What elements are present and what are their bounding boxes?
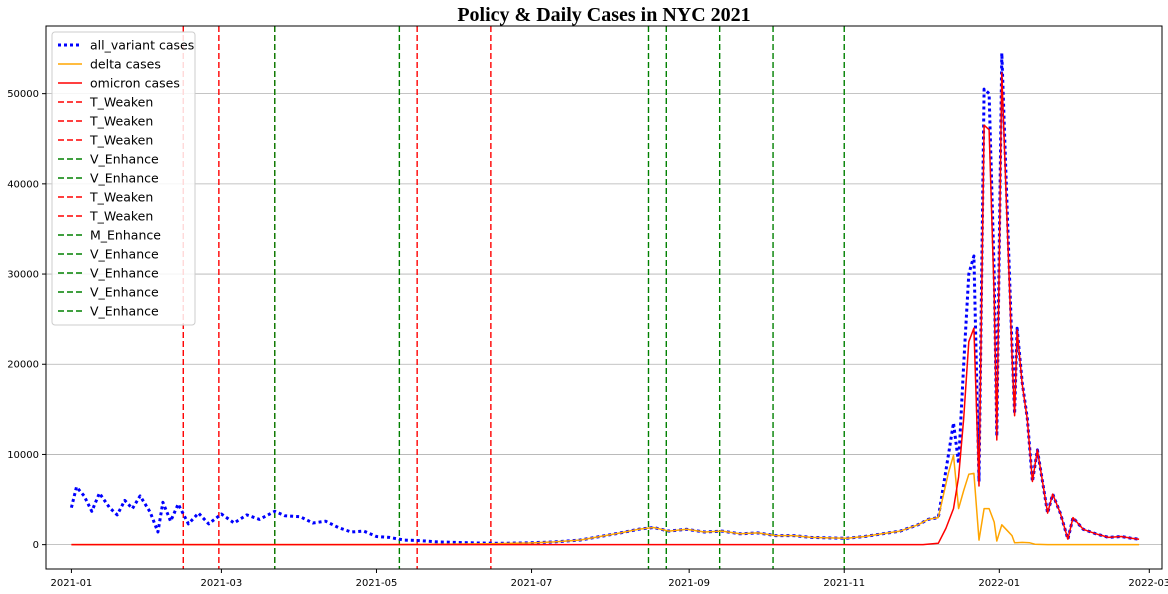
plot-frame <box>45 25 1163 570</box>
legend-label: V_Enhance <box>90 171 159 186</box>
series-line-1 <box>71 454 1140 546</box>
x-axis: 2021-01 2021-03 2021-05 2021-07 2021-09 2021-… <box>51 569 1168 589</box>
legend-box <box>51 31 196 326</box>
y-tick-label: 10000 <box>7 450 39 461</box>
legend: all_variant cases delta cases omicron case… <box>51 31 196 326</box>
x-tick-label: 2021-01 <box>51 578 93 589</box>
legend-label: T_Weaken <box>89 133 153 148</box>
legend-label: T_Weaken <box>89 114 153 129</box>
policy-lines <box>182 26 845 569</box>
y-tick-label: 40000 <box>7 179 39 190</box>
y-tick-label: 30000 <box>7 270 39 281</box>
x-tick-label: 2021-05 <box>356 578 398 589</box>
chart-title: Policy & Daily Cases in NYC 2021 <box>457 4 750 26</box>
legend-label: V_Enhance <box>90 247 159 262</box>
y-tick-label: 20000 <box>7 360 39 371</box>
x-tick-label: 2021-07 <box>511 578 553 589</box>
legend-label: V_Enhance <box>90 266 159 281</box>
legend-label: V_Enhance <box>90 285 159 300</box>
y-tick-label: 50000 <box>7 89 39 100</box>
x-tick-label: 2021-03 <box>201 578 243 589</box>
x-tick-label: 2022-01 <box>978 578 1020 589</box>
grid-lines <box>46 93 1162 546</box>
y-tick-label: 0 <box>33 540 39 551</box>
legend-label: V_Enhance <box>90 304 159 319</box>
legend-label: V_Enhance <box>90 152 159 167</box>
legend-label: T_Weaken <box>89 190 153 205</box>
legend-label: delta cases <box>90 57 161 72</box>
x-tick-label: 2021-11 <box>823 578 865 589</box>
legend-label: T_Weaken <box>89 95 153 110</box>
y-axis: 0 10000 20000 30000 40000 50000 <box>7 89 46 551</box>
legend-label: M_Enhance <box>90 228 161 243</box>
series-line-2 <box>71 72 1140 546</box>
legend-label: T_Weaken <box>89 209 153 224</box>
x-tick-label: 2021-09 <box>668 578 710 589</box>
legend-label: all_variant cases <box>90 38 194 53</box>
series-lines <box>69 51 1140 546</box>
legend-label: omicron cases <box>90 76 180 91</box>
x-tick-label: 2022-03 <box>1128 578 1168 589</box>
